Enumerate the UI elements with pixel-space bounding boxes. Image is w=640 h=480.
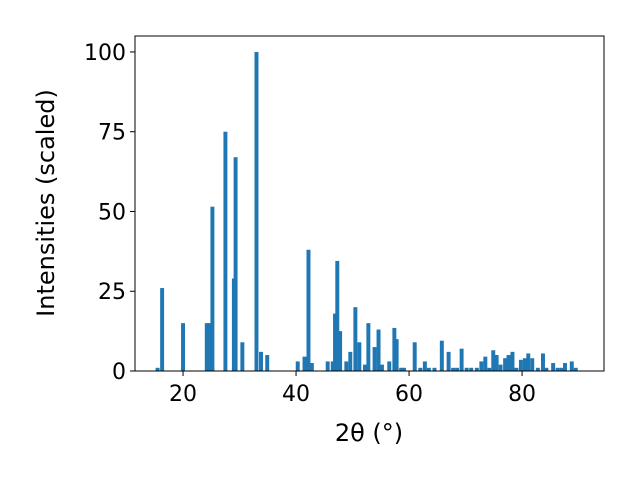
bar: [344, 361, 349, 371]
bar: [338, 331, 343, 371]
x-tick-label: 40: [282, 382, 310, 407]
y-tick-label: 100: [84, 41, 126, 66]
bar: [555, 367, 560, 371]
y-tick-label: 0: [112, 360, 126, 385]
bar: [207, 323, 212, 371]
bar: [254, 51, 259, 371]
bar: [418, 367, 423, 371]
bar: [573, 367, 578, 371]
x-axis-label: 2θ (°): [335, 419, 403, 447]
bar: [563, 363, 567, 371]
x-tick-label: 20: [169, 382, 197, 407]
bar: [498, 364, 503, 371]
bar: [559, 367, 564, 371]
bar: [491, 350, 496, 371]
bar: [372, 347, 377, 371]
bar: [479, 361, 484, 371]
bar: [518, 359, 523, 371]
bar: [210, 206, 215, 371]
bar: [392, 327, 397, 371]
bar: [506, 355, 511, 371]
x-tick-label: 60: [395, 382, 423, 407]
bar: [569, 361, 574, 371]
bar: [544, 367, 549, 371]
bar: [387, 361, 392, 371]
bar: [394, 339, 399, 371]
bars-group: [155, 51, 578, 371]
bar: [494, 355, 499, 371]
bar: [155, 367, 160, 371]
bar: [309, 363, 314, 371]
bar: [464, 367, 469, 371]
bar: [426, 367, 431, 371]
bar: [446, 351, 451, 371]
y-tick-label: 50: [98, 200, 126, 225]
bar: [455, 367, 460, 371]
bar: [295, 361, 300, 371]
bar: [366, 323, 371, 371]
bar: [412, 342, 417, 371]
bar: [510, 351, 515, 371]
bar: [401, 367, 406, 371]
bar: [353, 307, 358, 371]
plot-frame: [134, 35, 605, 372]
bar: [357, 342, 362, 371]
bar: [451, 367, 456, 371]
bar: [459, 348, 464, 371]
bar: [379, 364, 384, 371]
bar: [530, 358, 535, 371]
bar: [422, 361, 427, 371]
bar: [503, 358, 508, 371]
bar: [522, 358, 527, 371]
y-axis-ticks: 0 25 50 75 100: [84, 41, 135, 385]
bar: [302, 356, 307, 371]
y-axis-label: Intensities (scaled): [32, 89, 60, 317]
y-tick-label: 25: [98, 280, 126, 305]
bar: [540, 353, 545, 371]
bar: [240, 342, 245, 371]
bar: [330, 361, 335, 371]
bar: [335, 260, 340, 371]
bar: [265, 355, 270, 371]
bar: [333, 313, 338, 371]
bar: [487, 367, 492, 371]
bar: [223, 131, 228, 371]
bar: [204, 323, 209, 371]
bar: [526, 353, 531, 371]
bar: [181, 323, 186, 371]
bar: [474, 367, 479, 371]
x-axis-ticks: 20 40 60 80: [169, 371, 536, 407]
bar: [432, 367, 437, 371]
bar: [483, 356, 488, 371]
y-tick-label: 75: [98, 121, 126, 146]
bar: [551, 363, 556, 371]
bar: [160, 288, 165, 371]
x-tick-label: 80: [508, 382, 536, 407]
bar: [306, 249, 311, 371]
bar: [376, 329, 381, 371]
bar: [363, 364, 367, 371]
bar: [439, 340, 444, 371]
bar: [325, 361, 330, 371]
bar: [514, 367, 519, 371]
bar: [233, 157, 238, 371]
bar: [259, 351, 263, 371]
bar: [399, 367, 404, 371]
bar: [535, 367, 540, 371]
bar: [469, 367, 474, 371]
bar: [348, 351, 353, 371]
